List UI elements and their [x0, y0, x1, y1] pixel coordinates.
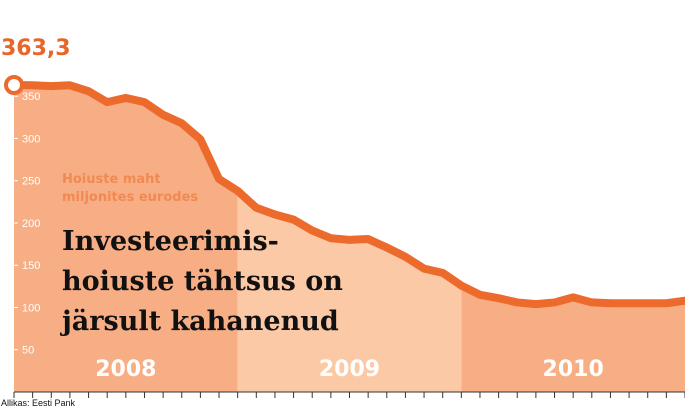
period-label: 2010: [543, 357, 604, 382]
source-note: Allikas: Eesti Pank: [1, 398, 76, 408]
start-point-marker: [4, 75, 24, 95]
period-band: [237, 190, 462, 392]
y-tick-label: 100: [22, 302, 40, 314]
unit-label: Hoiuste maht: [62, 172, 161, 187]
period-label: 2009: [319, 357, 380, 382]
period-bands: [14, 85, 685, 392]
period-label: 2008: [95, 357, 156, 382]
x-axis: [13, 391, 685, 398]
headline-line: Investeerimis-: [62, 226, 279, 257]
y-tick-label: 250: [22, 176, 40, 188]
start-value-label: 363,3: [1, 36, 71, 61]
y-axis: 50 100 150 200 250 300 350: [14, 91, 40, 357]
unit-label: miljonites eurodes: [62, 190, 198, 205]
series-line: [10, 81, 685, 309]
headline-line: hoiuste tähtsus on: [62, 266, 343, 297]
y-tick-label: 150: [22, 260, 40, 272]
period-band: [461, 285, 685, 392]
y-tick-label: 50: [22, 345, 34, 357]
period-labels: 2008 2009 2010: [95, 357, 604, 382]
period-band: [14, 85, 238, 392]
y-tick-label: 200: [22, 218, 40, 230]
y-tick-label: 350: [22, 91, 40, 103]
headline-line: järsult kahanenud: [60, 306, 339, 337]
y-tick-label: 300: [22, 133, 40, 145]
